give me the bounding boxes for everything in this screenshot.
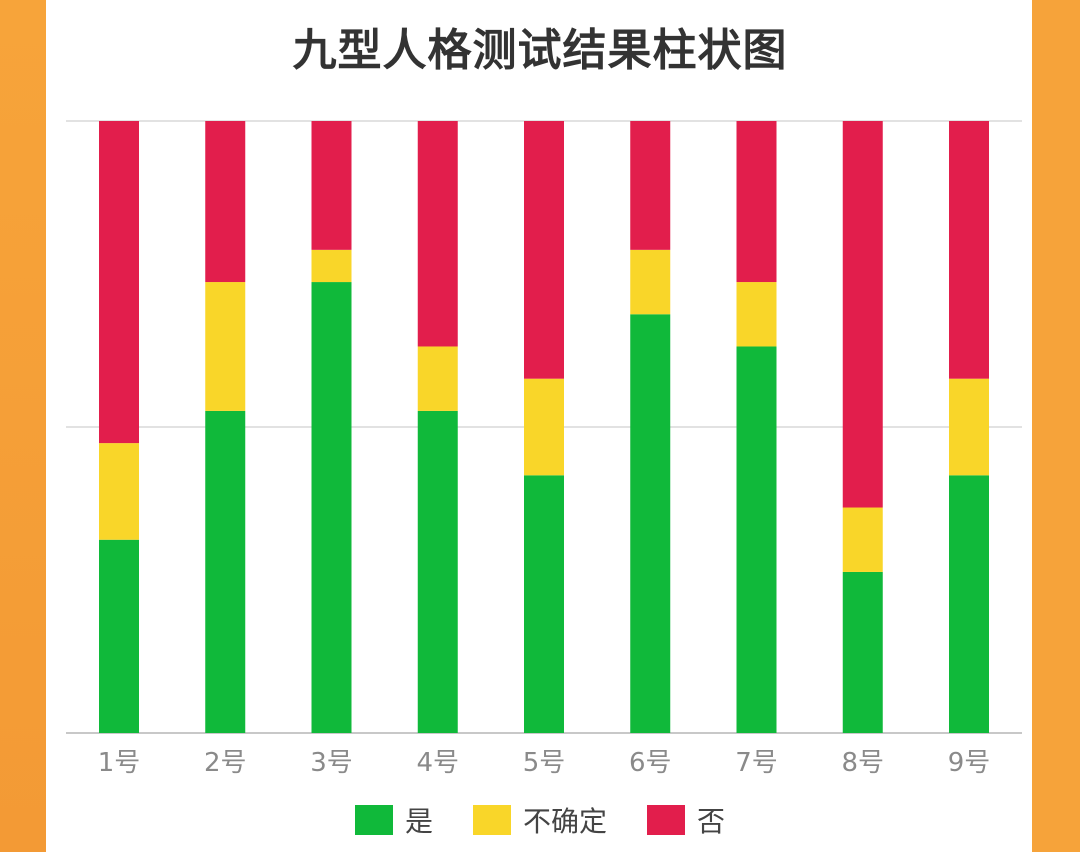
x-tick-label: 3号 [310, 748, 353, 778]
legend: 是 不确定 否 [0, 800, 1080, 840]
x-tick-label: 7号 [735, 748, 778, 778]
x-tick-label: 4号 [416, 748, 459, 778]
bar-7-unsure [736, 282, 777, 347]
bar-1-unsure [99, 443, 139, 540]
bar-9-unsure [949, 378, 989, 476]
bar-5-unsure [524, 378, 564, 476]
bar-3-unsure [311, 249, 352, 283]
legend-item-no: 否 [647, 800, 725, 840]
bar-5-no [524, 121, 564, 379]
bar-9-no [949, 121, 989, 379]
bar-5-yes [524, 475, 564, 733]
bar-2-yes [205, 410, 246, 733]
right-orange-border [1032, 0, 1080, 852]
bar-6-no [630, 121, 671, 250]
bar-4-yes [417, 410, 458, 733]
legend-item-unsure: 不确定 [472, 800, 607, 840]
bar-7-yes [736, 346, 777, 733]
bar-3-yes [311, 282, 352, 733]
legend-label-yes: 是 [404, 805, 433, 838]
bar-4-unsure [417, 346, 458, 411]
bar-4-no [417, 121, 458, 347]
bar-2-no [205, 121, 246, 283]
bar-2-unsure [205, 282, 246, 411]
bar-9-yes [949, 475, 989, 733]
legend-item-yes: 是 [354, 800, 433, 840]
x-tick-label: 8号 [841, 748, 884, 778]
bar-6-unsure [630, 249, 671, 315]
bar-8-no [842, 121, 883, 508]
x-tick-label: 5号 [523, 748, 566, 778]
legend-label-no: 否 [697, 805, 726, 838]
left-orange-border [0, 0, 46, 852]
legend-swatch-unsure [472, 805, 511, 835]
bar-1-yes [99, 539, 139, 733]
chart-title: 九型人格测试结果柱状图 [292, 25, 788, 76]
x-tick-label: 1号 [98, 748, 141, 778]
bar-6-yes [630, 314, 671, 733]
x-tick-label: 2号 [204, 748, 247, 778]
x-tick-label: 6号 [629, 748, 672, 778]
x-tick-label: 9号 [948, 748, 991, 778]
bar-8-unsure [842, 507, 883, 572]
bar-1-no [99, 121, 139, 444]
legend-swatch-yes [354, 805, 393, 835]
legend-label-unsure: 不确定 [522, 805, 607, 838]
legend-swatch-no [647, 805, 685, 835]
bar-7-no [736, 121, 777, 283]
bar-8-yes [842, 571, 883, 733]
bar-3-no [311, 121, 352, 250]
